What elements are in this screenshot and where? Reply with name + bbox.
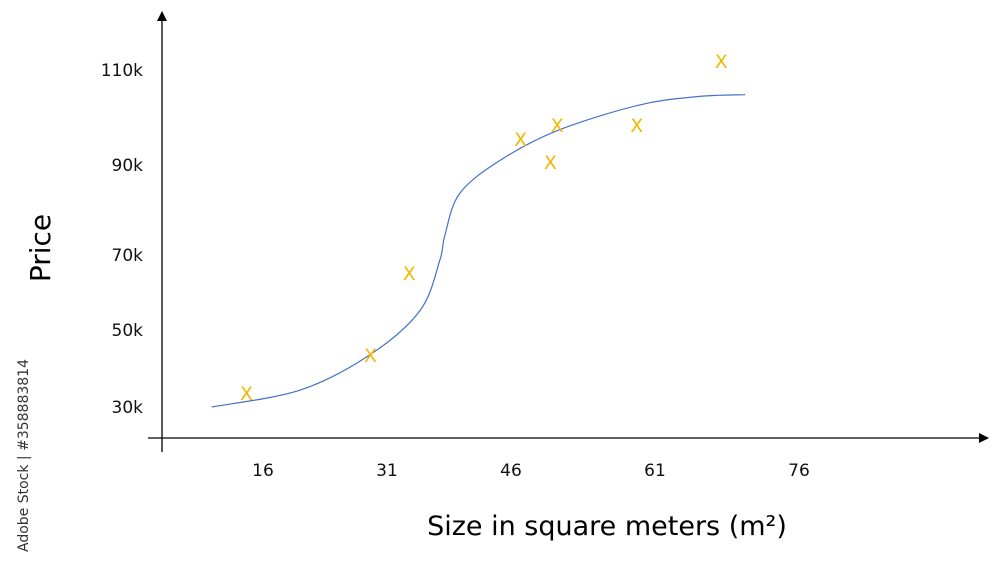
fit-curve	[211, 94, 746, 408]
y-tick-label: 90k	[112, 156, 144, 176]
data-point: X	[544, 152, 557, 174]
x-tick-label: 46	[500, 461, 522, 481]
y-tick-label: 110k	[101, 61, 143, 81]
y-axis-label: Price	[24, 214, 57, 282]
data-point: X	[403, 263, 416, 285]
data-point: X	[514, 129, 527, 151]
x-tick-label: 76	[788, 461, 810, 481]
x-tick-label: 16	[252, 461, 274, 481]
data-point: X	[630, 115, 643, 137]
x-tick-label: 31	[376, 461, 398, 481]
data-point: X	[715, 51, 728, 73]
data-point: X	[364, 345, 377, 367]
data-point: X	[551, 115, 564, 137]
x-tick-label: 61	[644, 461, 666, 481]
data-point: X	[240, 383, 253, 405]
watermark: Adobe Stock | #358883814	[16, 359, 32, 552]
x-axis-label: Size in square meters (m²)	[427, 511, 787, 542]
y-tick-label: 30k	[112, 398, 144, 418]
y-tick-label: 70k	[112, 246, 144, 266]
y-tick-label: 50k	[112, 321, 144, 341]
